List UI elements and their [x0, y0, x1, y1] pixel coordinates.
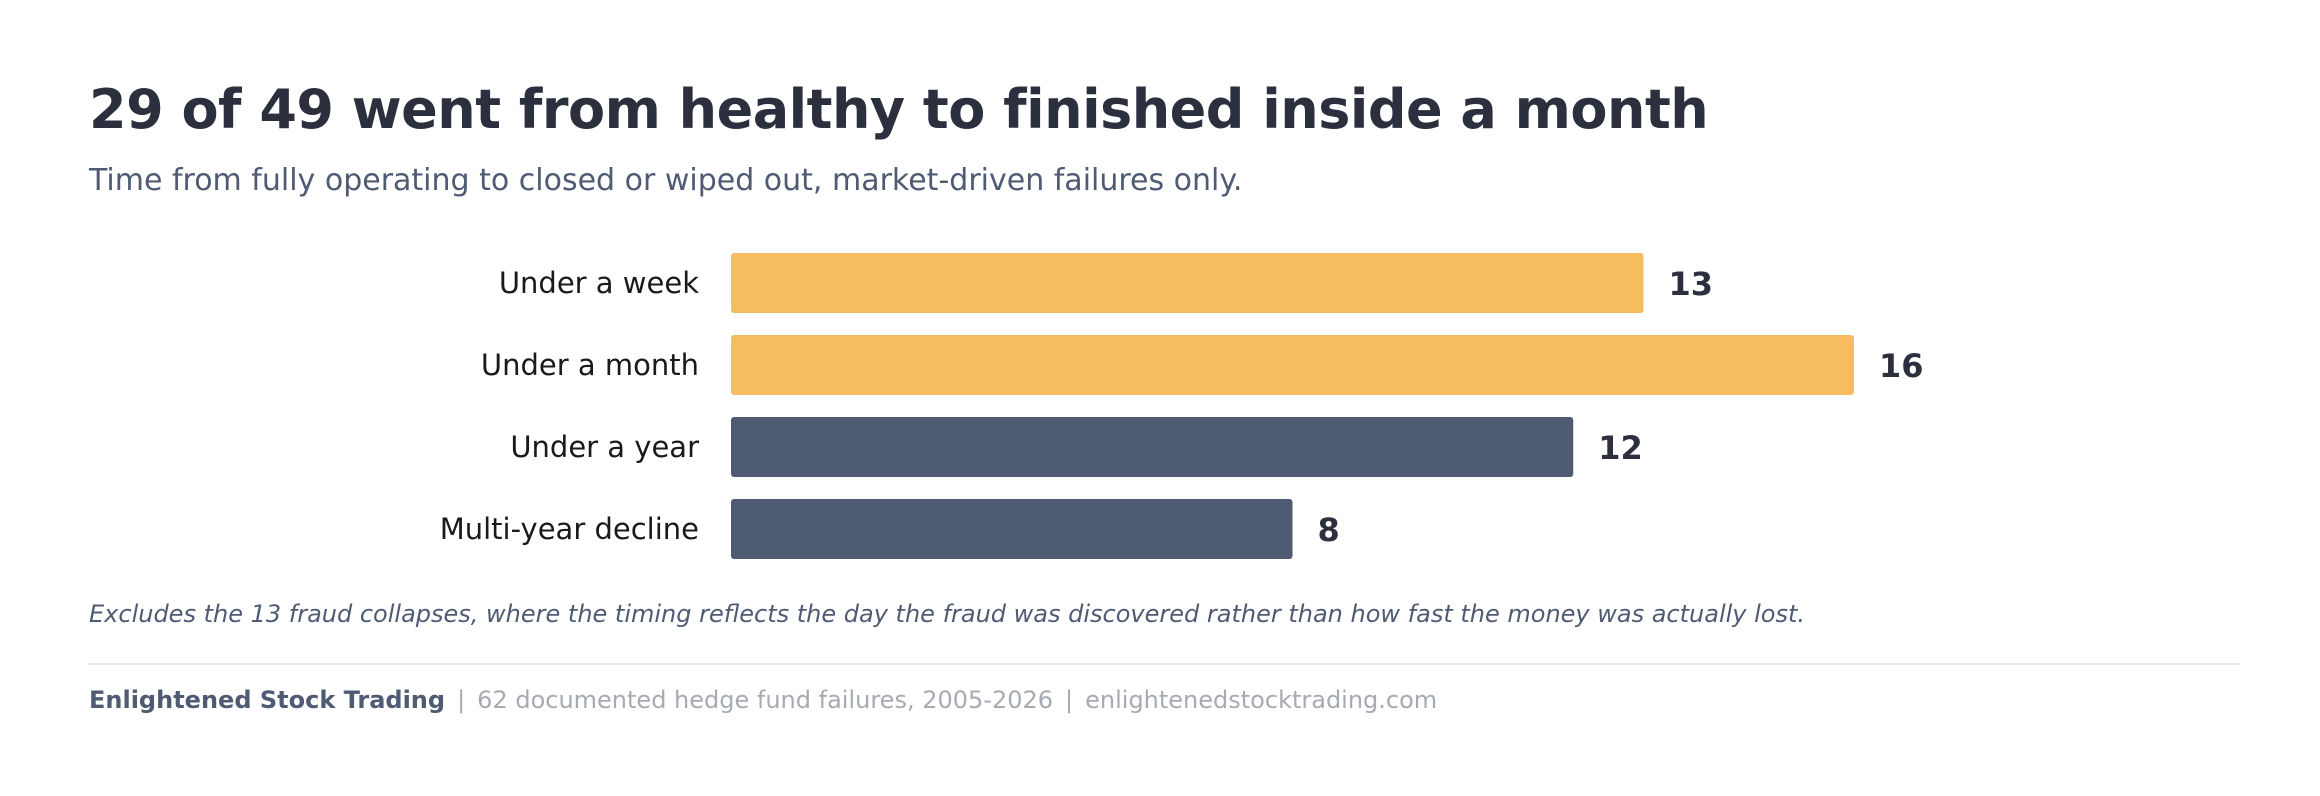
chart-subtitle: Time from fully operating to closed or w… — [89, 163, 1243, 198]
category-label: Under a year — [510, 430, 699, 464]
bar — [731, 253, 1644, 313]
value-label: 12 — [1598, 429, 1643, 467]
footer-separator: | — [457, 686, 466, 714]
footer-brand: Enlightened Stock Trading — [89, 686, 446, 714]
bar — [731, 335, 1854, 395]
category-label: Under a month — [481, 348, 699, 382]
category-label: Under a week — [499, 266, 699, 300]
chart-title: 29 of 49 went from healthy to finished i… — [89, 78, 1709, 141]
bar-chart: Under a week 13 Under a month 16 Under a yea… — [440, 253, 1924, 559]
value-label: 8 — [1318, 511, 1340, 549]
footer-separator: | — [1065, 686, 1074, 714]
bar — [731, 499, 1293, 559]
value-label: 16 — [1879, 347, 1924, 385]
category-label: Multi-year decline — [440, 512, 699, 546]
footnote: Excludes the 13 fraud collapses, where t… — [89, 600, 1806, 628]
footer-divider — [89, 663, 2240, 665]
footer-site: enlightenedstocktrading.com — [1085, 686, 1438, 714]
value-label: 13 — [1668, 265, 1713, 303]
footer: Enlightened Stock Trading | 62 documented … — [89, 686, 1437, 714]
footer-source: 62 documented hedge fund failures, 2005-… — [477, 686, 1054, 714]
bar — [731, 417, 1574, 477]
